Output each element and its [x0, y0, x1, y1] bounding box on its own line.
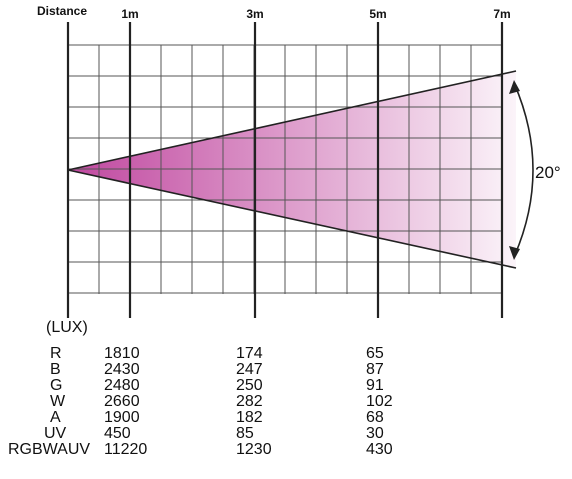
- lux-row-channel: UV: [44, 425, 67, 442]
- beam-angle-label: 20°: [535, 163, 561, 182]
- lux-value: 182: [236, 409, 263, 426]
- lux-value: 11220: [104, 441, 147, 458]
- lux-value: 450: [104, 425, 131, 442]
- arc-arrow-top: [509, 80, 520, 94]
- lux-table: R 1810 174 65 B 2430 247 87 G 2480 250 91 W 2660 282 10…: [8, 345, 393, 458]
- lux-value: 250: [236, 377, 263, 394]
- lux-value: 2660: [104, 393, 140, 410]
- lux-value: 247: [236, 361, 263, 378]
- lux-value: 68: [366, 409, 384, 426]
- lux-value: 102: [366, 393, 393, 410]
- lux-row-channel: W: [50, 393, 66, 410]
- lux-row-channel: R: [50, 345, 62, 362]
- lux-row-channel: RGBWAUV: [8, 441, 90, 458]
- lux-value: 30: [366, 425, 384, 442]
- arc-arrow-bottom: [509, 246, 520, 260]
- lux-value: 1900: [104, 409, 140, 426]
- marker-1m: 1m: [121, 7, 138, 21]
- beam-edge-lower: [67, 169, 517, 269]
- lux-row-channel: G: [50, 377, 62, 394]
- lux-value: 1230: [236, 441, 272, 458]
- lux-value: 174: [236, 345, 263, 362]
- lux-value: 87: [366, 361, 384, 378]
- lux-value: 65: [366, 345, 384, 362]
- lux-value: 282: [236, 393, 263, 410]
- lux-value: 2430: [104, 361, 140, 378]
- distance-label: Distance: [37, 4, 87, 18]
- lux-row-channel: A: [50, 409, 61, 426]
- marker-5m: 5m: [369, 7, 386, 21]
- lux-value: 2480: [104, 377, 140, 394]
- angle-arc: [513, 82, 534, 258]
- marker-7m: 7m: [493, 7, 510, 21]
- lux-value: 1810: [104, 345, 140, 362]
- lux-value: 430: [366, 441, 393, 458]
- beam-edge-upper: [67, 70, 517, 171]
- lux-row-channel: B: [50, 361, 61, 378]
- lux-unit-label: (LUX): [46, 319, 88, 336]
- marker-3m: 3m: [246, 7, 263, 21]
- lux-value: 85: [236, 425, 254, 442]
- lux-value: 91: [366, 377, 384, 394]
